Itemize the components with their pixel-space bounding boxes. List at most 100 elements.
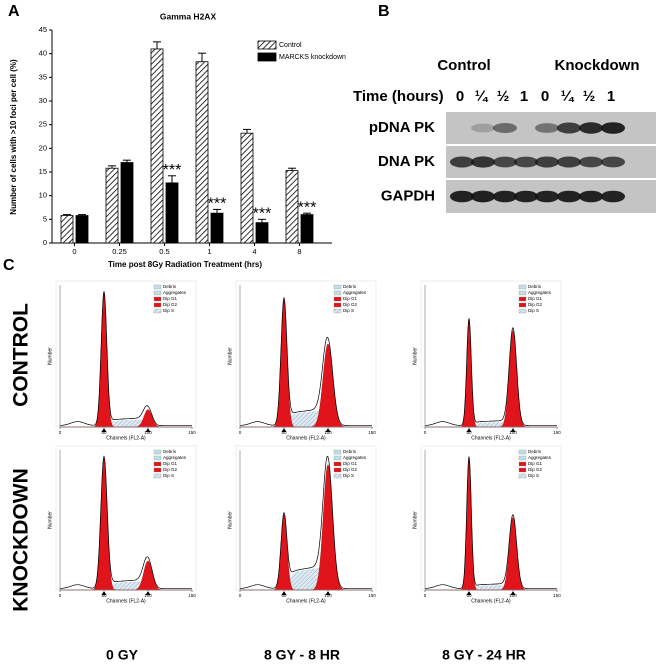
x-tick-label: 50 xyxy=(281,593,287,598)
annotation: *** xyxy=(163,162,182,179)
peak-marker xyxy=(101,428,107,432)
x-tick-label: 150 xyxy=(553,430,561,435)
x-axis-label: Channels (FL2-A) xyxy=(471,598,511,604)
bar xyxy=(240,132,254,244)
histogram-outline xyxy=(60,455,192,590)
annotation: *** xyxy=(208,196,227,213)
x-tick-label: 0 xyxy=(59,430,62,435)
bar xyxy=(60,215,74,244)
band xyxy=(579,156,603,168)
x-tick-label: 50 xyxy=(101,593,107,598)
x-tick-label: 1 xyxy=(207,247,211,256)
legend-swatch xyxy=(333,308,342,314)
legend-swatch xyxy=(333,467,342,473)
y-tick-label: 30 xyxy=(39,96,47,105)
peak-marker xyxy=(145,591,151,595)
band xyxy=(493,156,517,168)
dip-s xyxy=(425,585,557,590)
y-axis-label: Number xyxy=(412,511,418,529)
legend-label: Dip G2 xyxy=(343,467,358,472)
legend-swatch xyxy=(518,284,527,290)
bar xyxy=(120,162,134,244)
x-tick-label: 8 xyxy=(297,247,301,256)
x-tick-label: 100 xyxy=(509,430,517,435)
legend-label: Dip G2 xyxy=(343,302,358,307)
peak-marker xyxy=(101,591,107,595)
x-tick-label: 0 xyxy=(239,430,242,435)
x-tick-label: 100 xyxy=(144,593,152,598)
legend-swatch xyxy=(518,296,527,302)
x-tick-label: 0 xyxy=(59,593,62,598)
x-tick-label: 150 xyxy=(188,430,196,435)
legend-swatch xyxy=(153,449,162,455)
column-label: 8 GY - 24 HR xyxy=(442,647,526,663)
column-label: 8 GY - 8 HR xyxy=(264,647,340,663)
legend-label: Debris xyxy=(343,449,357,454)
x-tick-label: 100 xyxy=(324,430,332,435)
annotation: *** xyxy=(253,206,272,223)
band xyxy=(601,122,625,134)
legend-label: Dip G2 xyxy=(528,467,543,472)
row-label: pDNA PK xyxy=(369,119,435,136)
y-tick-label: 20 xyxy=(39,143,47,152)
x-tick-label: 0.5 xyxy=(159,247,169,256)
annotation: *** xyxy=(298,199,317,216)
y-axis-label: Number xyxy=(227,511,233,529)
legend-swatch xyxy=(153,461,162,467)
legend-swatch xyxy=(518,467,527,473)
peak-marker xyxy=(325,428,331,432)
chart-title: Gamma H2AX xyxy=(160,11,217,21)
dip-s xyxy=(60,419,192,427)
legend-swatch xyxy=(333,473,342,479)
band xyxy=(535,190,559,203)
dip-s xyxy=(240,410,372,427)
legend-label: Dip S xyxy=(163,473,174,478)
y-tick-label: 45 xyxy=(39,25,47,34)
x-tick-label: 0 xyxy=(424,430,427,435)
legend-label: Aggregates xyxy=(163,455,187,460)
lane-label: 0 xyxy=(456,88,464,105)
x-axis-label: Channels (FL2-A) xyxy=(471,435,511,441)
band xyxy=(450,190,474,203)
legend-label: Debris xyxy=(528,449,542,454)
legend-swatch xyxy=(153,284,162,290)
x-tick-label: 50 xyxy=(466,593,472,598)
dip-s xyxy=(425,422,557,427)
y-tick-label: 0 xyxy=(43,238,47,247)
band xyxy=(471,156,495,168)
x-axis-label: Channels (FL2-A) xyxy=(106,598,146,604)
legend-swatch xyxy=(333,302,342,308)
legend-swatch xyxy=(518,473,527,479)
x-tick-label: 4 xyxy=(252,247,256,256)
band xyxy=(579,122,603,134)
legend-swatch xyxy=(333,449,342,455)
group-label: Control xyxy=(437,57,490,74)
peak-marker xyxy=(510,428,516,432)
lane-label: 1 xyxy=(520,88,528,105)
y-axis-label: Number xyxy=(412,347,418,365)
legend-swatch xyxy=(333,284,342,290)
legend-label: Debris xyxy=(528,284,542,289)
legend-swatch xyxy=(153,308,162,314)
band xyxy=(557,156,581,168)
y-tick-label: 25 xyxy=(39,120,47,129)
legend-swatch xyxy=(333,290,342,296)
peak-marker xyxy=(510,591,516,595)
lane-label: 0 xyxy=(541,88,549,105)
bar xyxy=(105,167,119,244)
histogram-outline xyxy=(240,455,372,590)
legend-swatch xyxy=(153,296,162,302)
dip-g1 xyxy=(425,319,557,428)
bar xyxy=(255,222,269,244)
x-tick-label: 150 xyxy=(188,593,196,598)
band xyxy=(493,190,517,203)
lane-label: ½ xyxy=(583,88,596,105)
dip-s xyxy=(240,568,372,590)
x-tick-label: 100 xyxy=(324,593,332,598)
legend-swatch xyxy=(153,290,162,296)
band xyxy=(514,156,538,168)
x-tick-label: 100 xyxy=(144,430,152,435)
bar xyxy=(75,215,89,244)
legend-swatch xyxy=(153,455,162,461)
bar xyxy=(150,48,164,244)
